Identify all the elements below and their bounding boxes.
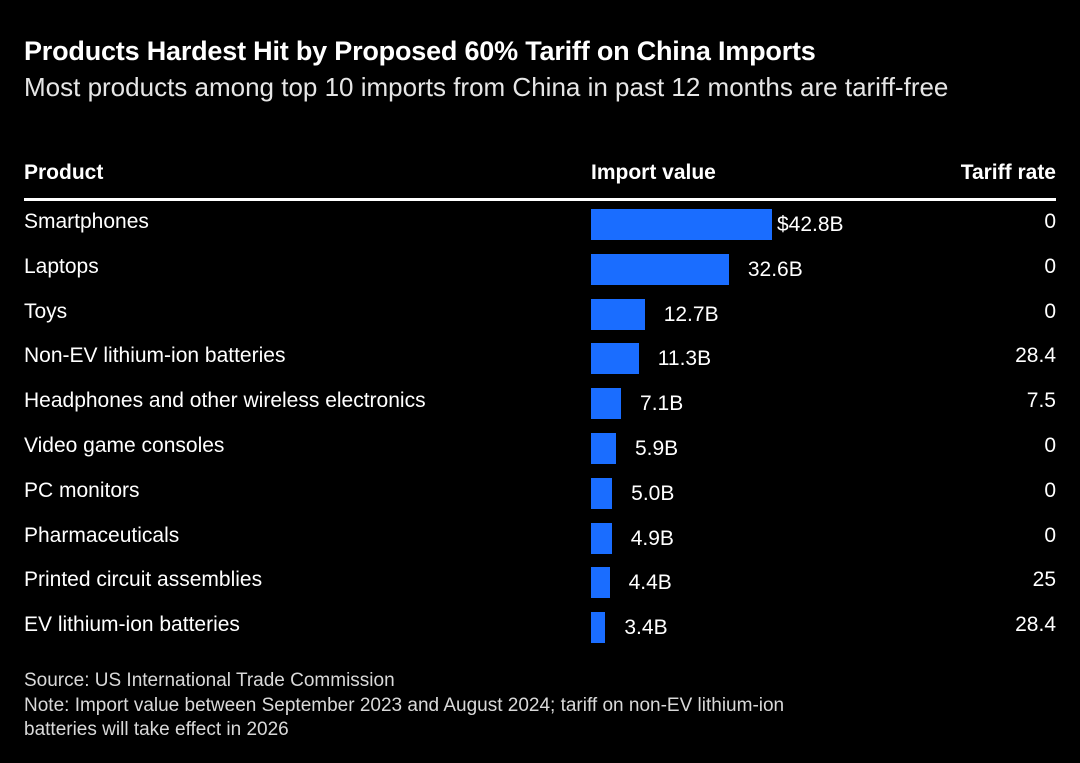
chart-subtitle: Most products among top 10 imports from … [24,72,949,102]
column-header-import-value: Import value [591,161,716,184]
tariff-rate-value: 0 [1044,210,1056,233]
product-label: Smartphones [24,210,149,233]
product-label: Printed circuit assemblies [24,568,263,592]
product-label: EV lithium-ion batteries [24,613,240,637]
column-header-product: Product [24,161,104,184]
import-value-bar [591,209,772,240]
product-label: Laptops [24,254,99,278]
source-note: Source: US International Trade Commissio… [24,670,395,691]
header-divider [24,198,1056,201]
import-value-label: 32.6B [747,257,803,281]
table-row: Laptops 32.6B 0 [0,246,1080,290]
tariff-rate-value: 0 [1044,478,1056,502]
table-row: EV lithium-ion batteries 3.4B 28.4 [0,604,1080,648]
import-value-bar [591,253,729,285]
import-value-bar [591,567,610,599]
tariff-rate-value: 0 [1044,523,1056,547]
table-row: Non-EV lithium-ion batteries 11.3B 28.4 [0,335,1080,379]
import-value-label: 5.9B [634,437,679,460]
chart-title: Products Hardest Hit by Proposed 60% Tar… [24,36,816,66]
footnote: Note: Import value between September 202… [24,695,785,740]
table-row: Smartphones $42.8B 0 [0,201,1080,245]
import-value-label: 11.3B [657,347,712,371]
product-label: Video game consoles [24,434,225,457]
import-value-bar [591,522,612,554]
tariff-rate-value: 28.4 [1015,613,1056,637]
import-value-bar [591,612,606,644]
import-value-label: 4.9B [630,526,674,550]
product-label: Pharmaceuticals [24,523,180,547]
import-value-bar [591,388,622,420]
tariff-rate-value: 0 [1044,299,1056,323]
product-label: PC monitors [24,478,140,502]
product-label: Headphones and other wireless electronic… [24,389,426,413]
import-value-label: 7.1B [640,392,684,416]
import-value-bar [591,477,613,509]
tariff-rate-value: 28.4 [1015,344,1056,368]
product-label: Non-EV lithium-ion batteries [24,344,286,368]
tariff-rate-value: 0 [1044,254,1056,278]
import-value-label: 12.7B [663,302,719,326]
table-row: PC monitors 5.0B 0 [0,470,1080,514]
product-label: Toys [24,299,68,323]
table-row: Pharmaceuticals 4.9B 0 [0,515,1080,559]
import-value-bar [591,343,639,375]
column-header-tariff-rate: Tariff rate [960,161,1056,184]
import-value-label: $42.8B [777,213,844,236]
table-row: Video game consoles 5.9B 0 [0,425,1080,469]
table-row: Headphones and other wireless electronic… [0,380,1080,424]
import-value-bar [591,433,616,464]
import-value-label: 3.4B [624,616,668,640]
table-row: Printed circuit assemblies 4.4B 25 [0,559,1080,603]
tariff-rate-value: 0 [1044,434,1056,457]
import-value-label: 5.0B [631,481,675,505]
tariff-rate-value: 25 [1032,568,1056,592]
table-row: Toys 12.7B 0 [0,291,1080,335]
import-value-bar [591,298,645,330]
import-value-label: 4.4B [628,571,672,595]
tariff-rate-value: 7.5 [1026,389,1056,413]
